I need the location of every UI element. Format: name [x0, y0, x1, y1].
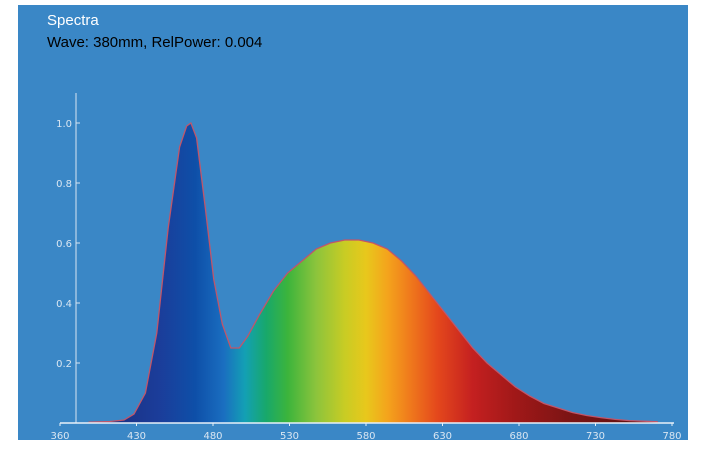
chart-panel: Spectra Wave: 380mm, RelPower: 0.004 0.2…: [18, 5, 688, 440]
chart-title: Spectra: [47, 12, 99, 29]
x-tick-label: 580: [356, 431, 375, 440]
y-tick-label: 0.6: [56, 239, 72, 250]
x-tick-label: 430: [127, 431, 146, 440]
y-tick-label: 0.8: [56, 179, 72, 190]
x-tick-label: 730: [586, 431, 605, 440]
x-tick-label: 530: [280, 431, 299, 440]
spectrum-area: [88, 123, 658, 423]
y-tick-label: 1.0: [56, 119, 72, 130]
spectrum-outline: [88, 121, 658, 423]
x-tick-label: 630: [433, 431, 452, 440]
y-tick-label: 0.4: [56, 299, 72, 310]
y-tick-label: 0.2: [56, 359, 72, 370]
x-tick-label: 780: [662, 431, 681, 440]
spectrum-plot: 0.2 0.4 0.6 0.8 1.0 360 430 480 530 580 630 680 730 7…: [50, 93, 682, 440]
cursor-readout: Wave: 380mm, RelPower: 0.004: [47, 34, 263, 51]
x-tick-label: 360: [50, 431, 69, 440]
x-tick-label: 480: [203, 431, 222, 440]
x-tick-label: 680: [509, 431, 528, 440]
